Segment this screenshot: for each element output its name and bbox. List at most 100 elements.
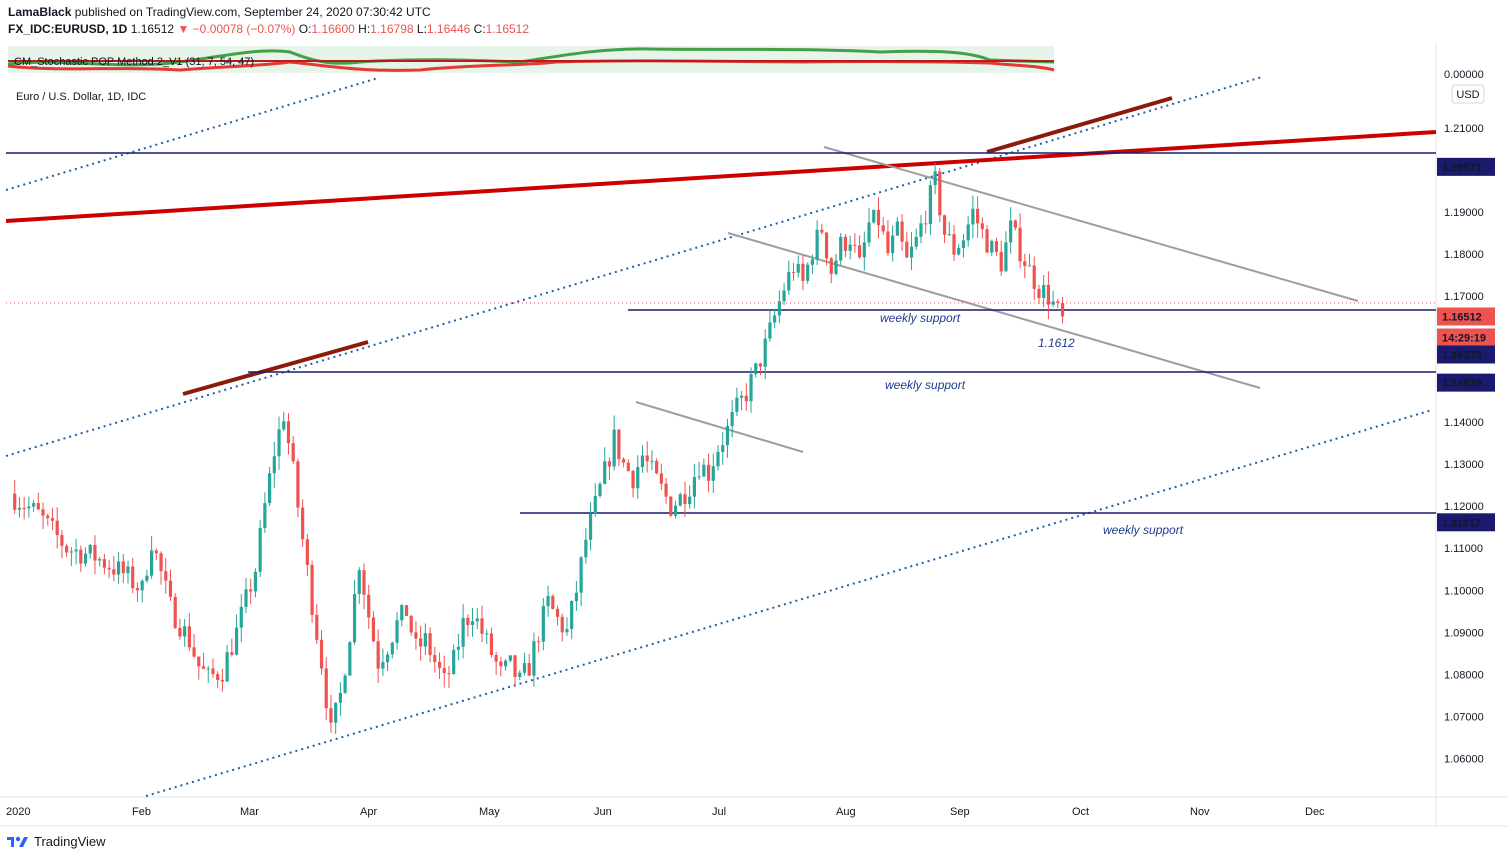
candle-up — [692, 477, 696, 497]
candle-up — [914, 236, 918, 247]
candle-down — [1046, 284, 1050, 305]
price-axis-ticks: 1.210001.200001.190001.180001.170001.160… — [1444, 123, 1484, 766]
grey-line-upper — [823, 146, 1359, 302]
candle-down — [230, 652, 234, 655]
candle-up — [452, 649, 456, 674]
candle-up — [386, 654, 390, 663]
candle-up — [268, 473, 272, 504]
time-tick-label: Mar — [240, 806, 259, 818]
candle-down — [669, 496, 673, 516]
candle-down — [466, 617, 470, 626]
price-label-text: 14:29:19 — [1442, 332, 1486, 344]
candle-down — [900, 221, 904, 242]
candle-down — [560, 616, 564, 633]
candle-down — [994, 241, 999, 252]
candle-up — [796, 263, 800, 273]
candle-down — [168, 580, 173, 597]
indicator-name: CM_Stochastic POP Method 2_V1 (31, 7, 54… — [14, 56, 254, 68]
candle-up — [957, 248, 961, 255]
candle-down — [93, 544, 97, 561]
open-label: O: — [298, 22, 312, 36]
candle-down — [173, 596, 177, 628]
time-tick-label: Jul — [712, 806, 726, 818]
candle-down — [551, 595, 555, 609]
candle-up — [961, 240, 966, 249]
candle-up — [598, 483, 602, 496]
candle-up — [116, 561, 121, 575]
candle-down — [60, 535, 64, 546]
annotation-1.1612: 1.1612 — [1038, 336, 1075, 350]
price-labels: 1.20071 1.16512 14:29:19 1.16373 1.14939 1.11… — [1437, 157, 1495, 532]
candle-down — [46, 515, 50, 519]
currency-badge[interactable] — [1451, 84, 1485, 104]
candle-up — [777, 301, 781, 316]
candle-up — [98, 559, 102, 561]
candle-up — [702, 464, 706, 477]
candle-down — [211, 668, 215, 675]
candle-up — [711, 466, 715, 481]
candle-up — [588, 513, 593, 540]
time-tick-label: Dec — [1305, 806, 1325, 818]
candle-up — [27, 506, 31, 509]
candle-up — [928, 185, 932, 224]
candle-up — [735, 397, 739, 412]
tradingview-logo[interactable]: TradingView — [6, 834, 106, 849]
price-tick-label: 1.14000 — [1444, 417, 1484, 429]
candle-down — [315, 614, 319, 640]
down-arrow-icon: ▼ — [177, 22, 190, 36]
candle-down — [659, 473, 663, 484]
candle-up — [570, 601, 574, 630]
candle-up — [891, 235, 895, 254]
candle-down — [480, 618, 484, 634]
candle-up — [32, 503, 36, 507]
candle-up — [348, 642, 352, 676]
candle-up — [541, 606, 545, 642]
candle-up — [721, 445, 725, 452]
publish-line: LamaBlack published on TradingView.com, … — [8, 5, 431, 19]
candle-up — [593, 495, 597, 514]
candle-down — [367, 594, 371, 618]
candle-up — [423, 633, 427, 647]
candle-up — [919, 223, 923, 237]
candle-down — [499, 661, 503, 667]
candle-up — [1051, 301, 1055, 305]
price-tick-label: 1.18000 — [1444, 249, 1484, 261]
candle-up — [508, 655, 512, 661]
candle-up — [603, 461, 607, 484]
symbol-label[interactable]: FX_IDC:EURUSD, 1D — [8, 22, 128, 36]
candle-down — [858, 245, 862, 258]
author-name[interactable]: LamaBlack — [8, 5, 72, 19]
candle-down — [843, 236, 848, 251]
dark-red-trend-line-mar — [182, 340, 369, 396]
candle-up — [716, 451, 720, 467]
candle-down — [905, 241, 909, 258]
candle-up — [277, 429, 281, 457]
candle-up — [456, 646, 460, 650]
price-tick-label: 1.19000 — [1444, 207, 1484, 219]
low-value: 1.16446 — [426, 22, 471, 36]
candle-down — [79, 549, 83, 564]
close-value: 1.16512 — [485, 22, 530, 36]
candle-down — [324, 668, 328, 709]
candle-up — [909, 246, 914, 258]
annotation-weekly-support-2: weekly support — [885, 378, 966, 392]
candle-up — [343, 675, 347, 693]
price-label-box — [1437, 513, 1495, 532]
candle-up — [381, 662, 385, 669]
candle-down — [617, 429, 621, 460]
price-tick-label: 1.08000 — [1444, 669, 1484, 681]
candle-up — [574, 592, 578, 602]
candle-down — [107, 567, 111, 570]
candle-down — [683, 494, 687, 505]
candle-up — [282, 421, 286, 430]
candle-down — [437, 661, 442, 669]
candle-up — [334, 702, 338, 723]
candle-down — [801, 263, 805, 281]
candle-down — [371, 617, 376, 642]
candle-down — [301, 507, 305, 540]
candle-up — [504, 660, 508, 667]
candle-up — [810, 259, 814, 265]
candle-up — [150, 550, 154, 576]
candle-down — [220, 679, 224, 682]
